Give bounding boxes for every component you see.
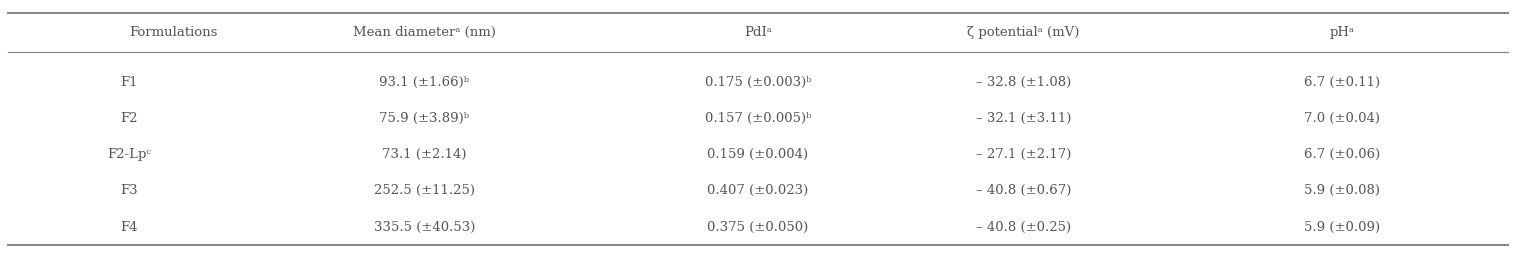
Text: – 32.8 (±1.08): – 32.8 (±1.08) bbox=[976, 76, 1070, 89]
Text: 5.9 (±0.09): 5.9 (±0.09) bbox=[1304, 221, 1380, 233]
Text: Formulations: Formulations bbox=[129, 26, 217, 39]
Text: 0.157 (±0.005)ᵇ: 0.157 (±0.005)ᵇ bbox=[705, 112, 811, 125]
Text: PdIᵃ: PdIᵃ bbox=[744, 26, 772, 39]
Text: 7.0 (±0.04): 7.0 (±0.04) bbox=[1304, 112, 1380, 125]
Text: ζ potentialᵃ (mV): ζ potentialᵃ (mV) bbox=[967, 26, 1079, 39]
Text: 0.175 (±0.003)ᵇ: 0.175 (±0.003)ᵇ bbox=[705, 76, 811, 89]
Text: – 32.1 (±3.11): – 32.1 (±3.11) bbox=[976, 112, 1070, 125]
Text: Mean diameterᵃ (nm): Mean diameterᵃ (nm) bbox=[353, 26, 496, 39]
Text: F4: F4 bbox=[120, 221, 138, 233]
Text: 0.407 (±0.023): 0.407 (±0.023) bbox=[708, 184, 808, 197]
Text: 6.7 (±0.06): 6.7 (±0.06) bbox=[1304, 148, 1380, 161]
Text: 5.9 (±0.08): 5.9 (±0.08) bbox=[1304, 184, 1380, 197]
Text: – 40.8 (±0.25): – 40.8 (±0.25) bbox=[976, 221, 1070, 233]
Text: 73.1 (±2.14): 73.1 (±2.14) bbox=[382, 148, 467, 161]
Text: – 40.8 (±0.67): – 40.8 (±0.67) bbox=[976, 184, 1070, 197]
Text: – 27.1 (±2.17): – 27.1 (±2.17) bbox=[976, 148, 1070, 161]
Text: F2: F2 bbox=[120, 112, 138, 125]
Text: 0.375 (±0.050): 0.375 (±0.050) bbox=[708, 221, 808, 233]
Text: 6.7 (±0.11): 6.7 (±0.11) bbox=[1304, 76, 1380, 89]
Text: F3: F3 bbox=[120, 184, 138, 197]
Text: F1: F1 bbox=[120, 76, 138, 89]
Text: 93.1 (±1.66)ᵇ: 93.1 (±1.66)ᵇ bbox=[379, 76, 470, 89]
Text: 75.9 (±3.89)ᵇ: 75.9 (±3.89)ᵇ bbox=[379, 112, 470, 125]
Text: 335.5 (±40.53): 335.5 (±40.53) bbox=[374, 221, 475, 233]
Text: 0.159 (±0.004): 0.159 (±0.004) bbox=[708, 148, 808, 161]
Text: F2-Lpᶜ: F2-Lpᶜ bbox=[108, 148, 150, 161]
Text: pHᵃ: pHᵃ bbox=[1330, 26, 1354, 39]
Text: 252.5 (±11.25): 252.5 (±11.25) bbox=[374, 184, 475, 197]
